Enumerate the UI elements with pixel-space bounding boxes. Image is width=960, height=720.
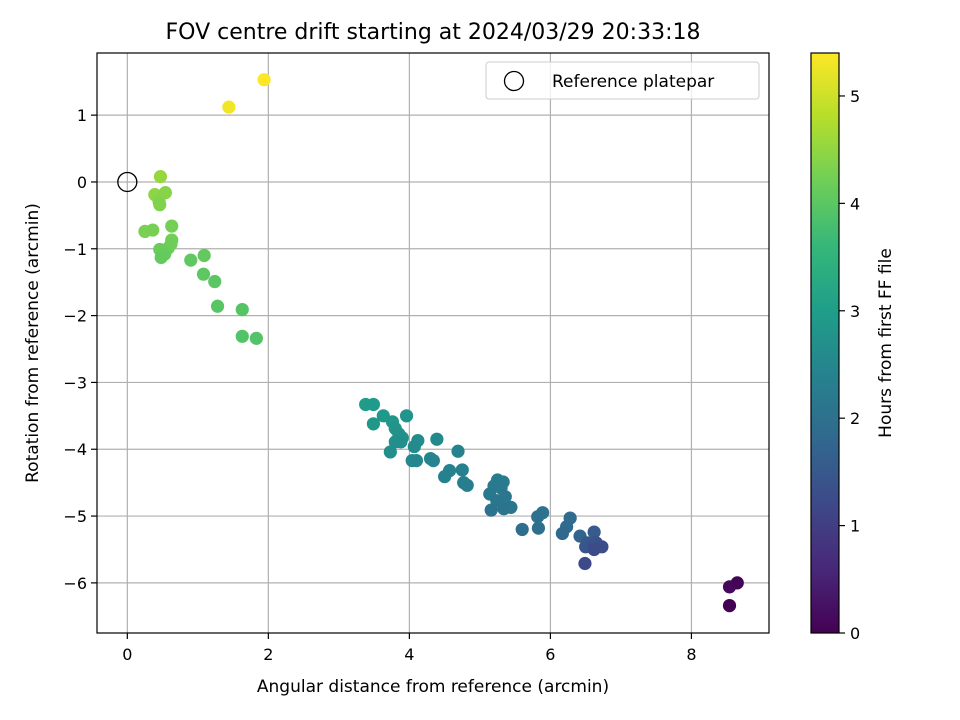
data-point [426, 454, 440, 468]
data-point [730, 576, 744, 590]
colorbar-tick-label: 2 [850, 409, 860, 428]
colorbar-tick-label: 4 [850, 194, 860, 213]
colorbar: 0 1 2 3 4 5 Hours from first FF file [810, 52, 896, 643]
data-point [235, 329, 249, 343]
data-point [460, 478, 474, 492]
x-axis-label: Angular distance from reference (arcmin) [257, 677, 609, 697]
data-point [153, 170, 168, 184]
colorbar-frame [810, 52, 840, 634]
data-point [399, 409, 414, 423]
data-point [497, 502, 511, 516]
data-point [366, 397, 381, 412]
colorbar-tick-label: 3 [850, 302, 860, 321]
data-point [722, 599, 737, 613]
data-point [555, 526, 569, 541]
y-tick-label: 1 [77, 106, 87, 125]
data-point [210, 299, 225, 313]
data-point [257, 73, 271, 87]
y-axis-ticks: −6 −5 −4 −3 −2 −1 0 1 [63, 106, 97, 593]
y-tick-label: 0 [77, 173, 87, 192]
colorbar-ticks: 0 1 2 3 4 5 [839, 87, 860, 643]
data-point [587, 525, 601, 539]
data-point [249, 331, 263, 345]
legend: Reference platepar [485, 61, 760, 100]
data-point [484, 503, 498, 517]
reference-platepar-marker [117, 171, 138, 193]
plot-frame [96, 52, 770, 634]
data-point [438, 470, 452, 484]
x-tick-label: 4 [404, 645, 414, 664]
data-point [394, 435, 408, 449]
y-tick-label: −5 [63, 507, 87, 526]
grid [97, 53, 769, 633]
data-point [154, 250, 168, 265]
colorbar-tick-label: 0 [850, 624, 860, 643]
y-tick-label: −4 [63, 440, 87, 459]
data-point [208, 274, 222, 289]
data-point [165, 219, 179, 233]
y-tick-label: −3 [63, 373, 87, 392]
data-point [366, 417, 381, 431]
data-point [196, 267, 211, 281]
y-axis-label: Rotation from reference (arcmin) [23, 203, 43, 483]
colorbar-tick-label: 1 [850, 517, 860, 536]
colorbar-gradient [811, 53, 839, 633]
data-point [531, 510, 545, 524]
y-tick-label: −1 [63, 240, 87, 259]
data-point [146, 223, 160, 237]
data-point [197, 248, 211, 263]
data-point [587, 542, 601, 557]
x-tick-label: 0 [122, 645, 132, 664]
x-axis-ticks: 0 2 4 6 8 [122, 633, 697, 664]
x-tick-label: 6 [545, 645, 555, 664]
colorbar-label: Hours from first FF file [876, 248, 896, 438]
data-point [578, 556, 592, 571]
data-points [138, 73, 744, 613]
colorbar-tick-label: 5 [850, 87, 860, 106]
data-point [184, 253, 198, 267]
y-tick-label: −6 [63, 574, 87, 593]
data-point [430, 432, 444, 446]
legend-label-reference: Reference platepar [552, 72, 714, 92]
y-tick-label: −2 [63, 307, 87, 326]
data-point [451, 444, 465, 458]
data-point [235, 302, 249, 317]
data-point [153, 198, 167, 212]
x-tick-label: 8 [686, 645, 696, 664]
x-tick-label: 2 [263, 645, 273, 664]
legend-box [485, 61, 760, 100]
data-point [455, 463, 469, 477]
data-point [222, 100, 236, 114]
data-point [407, 439, 421, 454]
data-point [409, 454, 424, 468]
data-point [531, 521, 546, 535]
chart-title: FOV centre drift starting at 2024/03/29 … [166, 20, 701, 45]
reference-marker-group [117, 171, 138, 193]
legend-marker-reference [503, 70, 525, 92]
data-point [515, 522, 529, 537]
data-point [383, 445, 397, 459]
